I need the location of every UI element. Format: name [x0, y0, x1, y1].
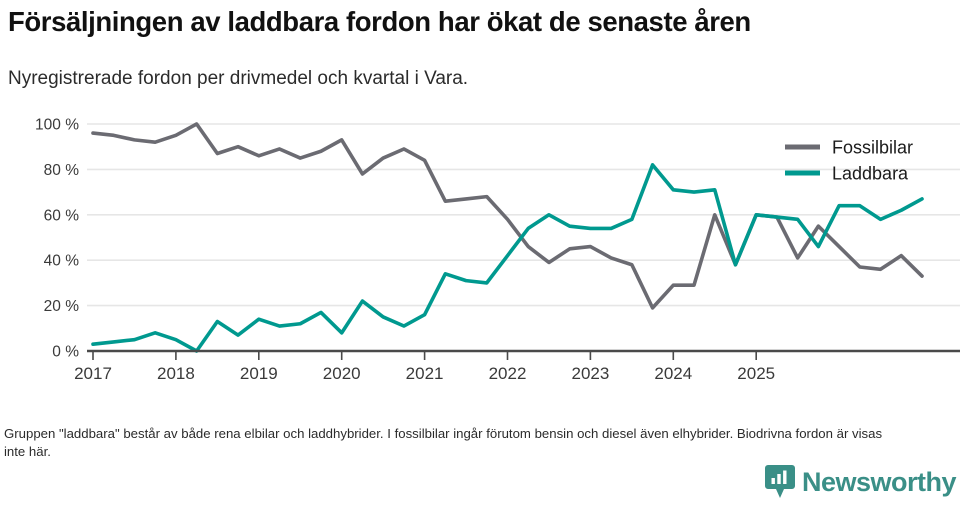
y-axis-tick-label: 0 %	[52, 344, 79, 361]
x-axis-group	[87, 349, 960, 360]
x-axis-tick-label: 2022	[489, 364, 527, 383]
legend-label-laddbara: Laddbara	[832, 164, 909, 184]
y-axis-labels-group: 0 % 20 % 40 % 60 % 80 % 100 %	[35, 117, 79, 361]
y-axis-tick-label: 80 %	[44, 162, 80, 179]
x-axis-tick-label: 2017	[74, 364, 112, 383]
x-axis-labels-group: 2017 2018 2019 2020 2021 2022 2023 2024 2025	[74, 364, 775, 383]
chart-subtitle: Nyregistrerade fordon per drivmedel och …	[8, 68, 469, 89]
y-axis-tick-label: 60 %	[44, 207, 80, 224]
logo-wordmark: Newsworthy	[801, 466, 957, 497]
x-axis-tick-label: 2025	[737, 364, 775, 383]
x-axis-tick-label: 2024	[654, 364, 692, 383]
bar-chart-pin-icon	[764, 465, 795, 498]
y-axis-tick-label: 40 %	[44, 253, 80, 270]
x-axis-tick-label: 2023	[571, 364, 609, 383]
chart-plot-area: 0 % 20 % 40 % 60 % 80 % 100 % 2017 2018 2019 202…	[0, 105, 960, 395]
x-axis-tick-label: 2019	[240, 364, 278, 383]
chart-footnote: Gruppen "laddbara" består av både rena e…	[4, 426, 883, 460]
y-axis-tick-label: 100 %	[35, 117, 79, 134]
gridlines-group	[87, 123, 960, 307]
series-line-laddbara	[91, 163, 924, 353]
line-chart-svg: 0 % 20 % 40 % 60 % 80 % 100 % 2017 2018 2019 202…	[35, 117, 960, 383]
newsworthy-logo: Newsworthy	[764, 465, 957, 499]
y-axis-tick-label: 20 %	[44, 298, 80, 315]
x-axis-tick-label: 2018	[157, 364, 195, 383]
series-line-fossilbilar	[91, 122, 924, 310]
x-axis-tick-label: 2020	[323, 364, 361, 383]
series-lines-group	[91, 122, 924, 353]
page-title: Försäljningen av laddbara fordon har öka…	[8, 6, 751, 37]
legend-label-fossilbilar: Fossilbilar	[832, 138, 913, 158]
x-axis-tick-label: 2021	[406, 364, 444, 383]
chart-legend: Fossilbilar Laddbara	[785, 138, 913, 184]
